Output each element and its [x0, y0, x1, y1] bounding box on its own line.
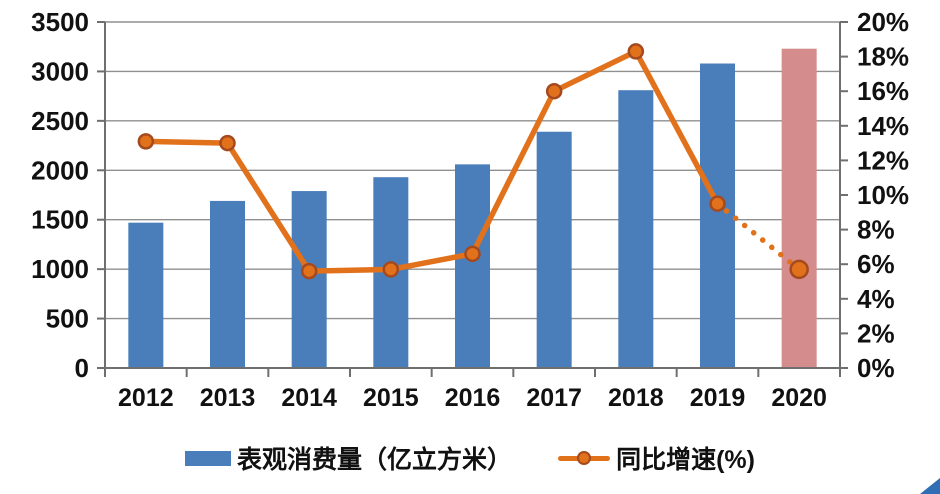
y-right-tick-label: 6%	[857, 249, 895, 279]
bar-series-label: 表观消费量（亿立方米）	[237, 446, 513, 474]
y-right-tick-label: 16%	[857, 76, 909, 106]
corner-triangle-decoration	[920, 478, 940, 494]
y-right-tick-label: 2%	[857, 318, 895, 348]
consumption-bar-2018	[618, 90, 654, 368]
y-left-tick-label: 1500	[31, 205, 89, 235]
line-series-swatch	[558, 450, 611, 466]
consumption-bar-2014	[291, 191, 327, 368]
y-right-tick-label: 14%	[857, 111, 909, 141]
y-left-tick-label: 0	[75, 353, 89, 383]
x-tick-label: 2013	[200, 384, 256, 412]
x-tick-label: 2016	[445, 384, 501, 412]
growth-point-2017	[545, 82, 563, 100]
y-left-tick-label: 500	[46, 304, 89, 334]
legend-item-growth: 同比增速(%)	[558, 440, 755, 476]
y-right-tick-label: 18%	[857, 42, 909, 72]
y-right-tick-label: 10%	[857, 180, 909, 210]
growth-point-2020	[789, 259, 809, 280]
y-right-tick-label: 8%	[857, 215, 895, 245]
y-right-tick-label: 0%	[857, 353, 895, 383]
line-marker-dot	[577, 451, 592, 465]
y-left-tick-label: 2500	[31, 106, 89, 136]
y-left-tick-label: 2000	[31, 155, 89, 185]
consumption-bar-2017	[536, 131, 572, 368]
x-tick-label: 2017	[526, 384, 582, 412]
chart-legend: 表观消费量（亿立方米） 同比增速(%)	[0, 441, 940, 475]
growth-point-2019	[709, 195, 726, 212]
x-tick-label: 2018	[608, 384, 664, 412]
consumption-bar-2013	[210, 200, 245, 368]
growth-point-2013	[219, 134, 236, 152]
x-tick-label: 2012	[118, 384, 174, 412]
y-left-tick-label: 3500	[31, 7, 89, 37]
x-tick-label: 2020	[771, 384, 827, 412]
line-series-label: 同比增速(%)	[616, 446, 755, 474]
consumption-bar-2016	[455, 164, 490, 368]
growth-point-2018	[627, 43, 645, 60]
consumption-bar-2019	[700, 63, 735, 369]
x-tick-label: 2014	[281, 384, 337, 412]
consumption-bar-2012	[128, 222, 164, 368]
bar-series-swatch	[185, 450, 232, 466]
y-right-tick-label: 20%	[857, 7, 909, 37]
legend-item-consumption: 表观消费量（亿立方米）	[185, 440, 512, 476]
growth-point-2015	[382, 261, 400, 278]
x-tick-label: 2015	[363, 384, 419, 412]
growth-point-2016	[464, 245, 481, 263]
x-tick-label: 2019	[690, 384, 746, 412]
consumption-bar-2020	[781, 48, 817, 368]
growth-point-2012	[137, 133, 155, 150]
growth-line-solid	[143, 48, 721, 274]
y-right-tick-label: 12%	[857, 145, 909, 175]
growth-point-2014	[300, 262, 318, 280]
y-left-tick-label: 1000	[31, 254, 89, 284]
y-right-tick-label: 4%	[857, 284, 895, 314]
y-left-tick-label: 3000	[31, 56, 89, 86]
